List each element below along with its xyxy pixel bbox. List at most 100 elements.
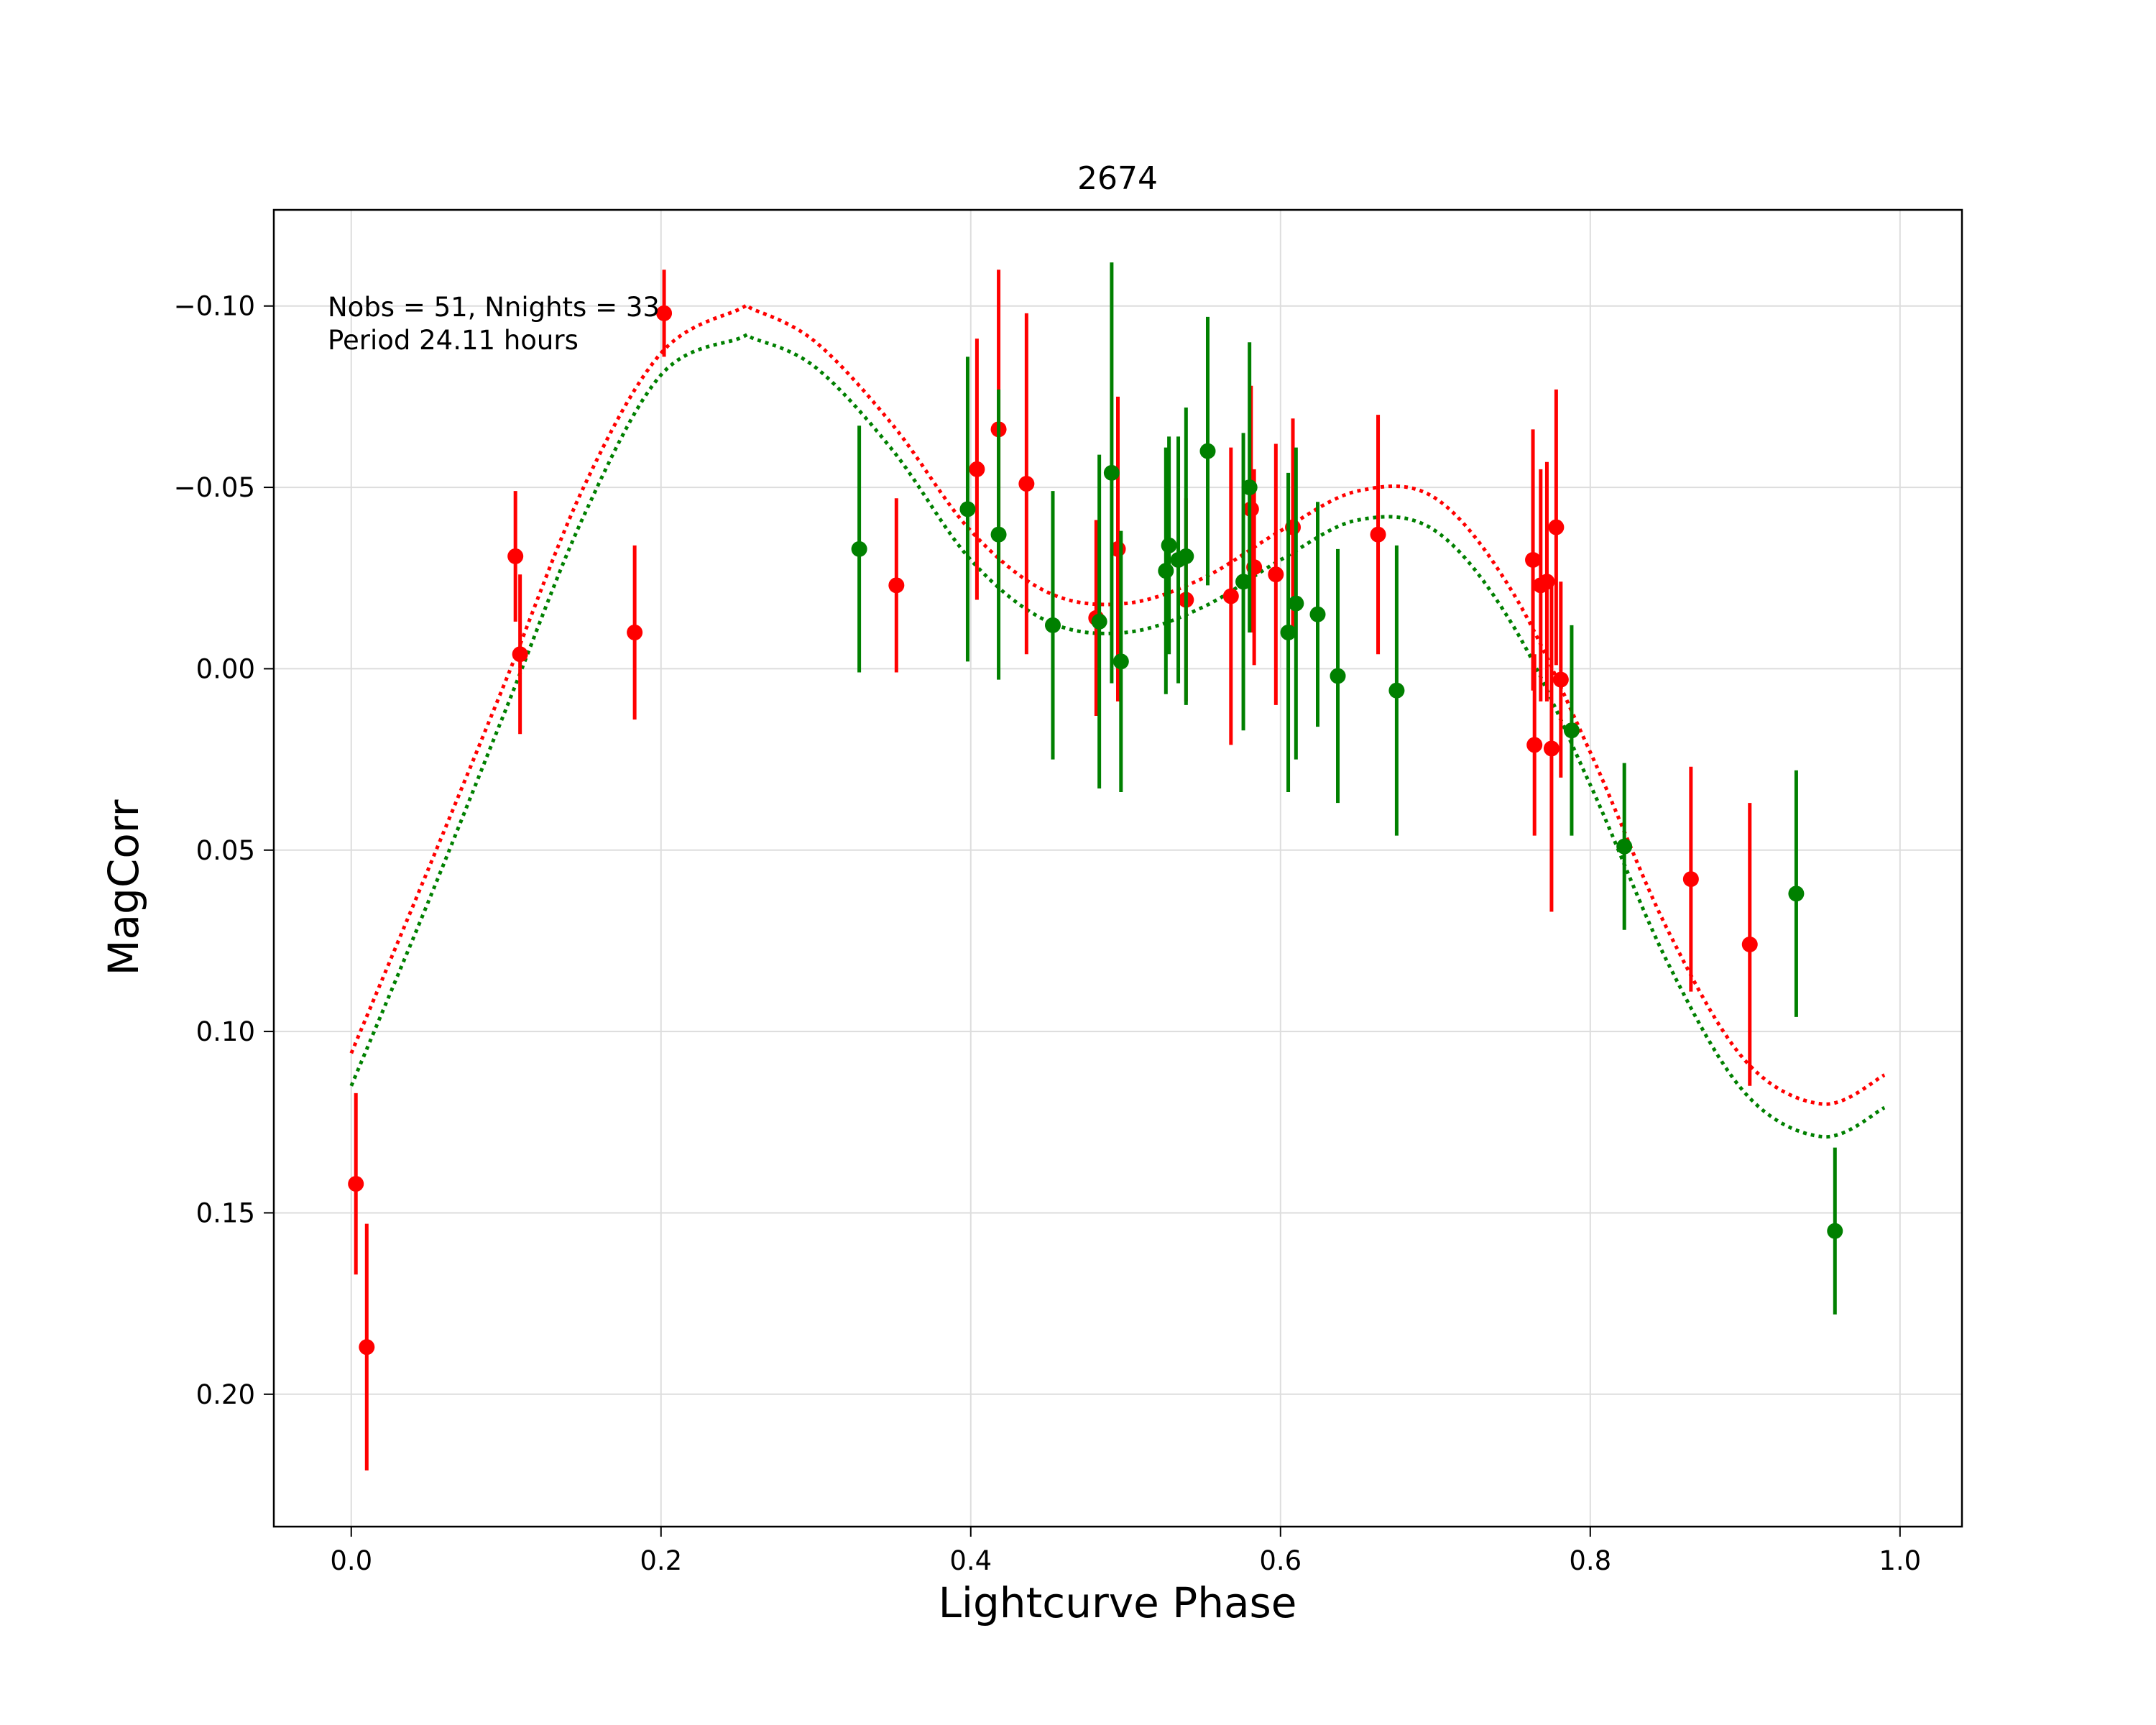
point-marker xyxy=(1235,574,1252,590)
point-marker xyxy=(1741,936,1758,952)
annotation-period: Period 24.11 hours xyxy=(328,325,579,356)
point-marker xyxy=(1548,519,1565,535)
x-tick-label: 1.0 xyxy=(1879,1545,1921,1576)
point-marker xyxy=(1682,871,1699,888)
data-point xyxy=(1280,472,1296,793)
data-point xyxy=(1616,763,1633,930)
point-marker xyxy=(851,540,867,557)
x-axis-title: Lightcurve Phase xyxy=(939,1578,1297,1627)
point-marker xyxy=(1112,653,1129,670)
data-point xyxy=(1330,548,1346,804)
data-point xyxy=(1563,625,1580,836)
point-marker xyxy=(1241,479,1258,496)
y-tick-label: 0.20 xyxy=(196,1379,255,1410)
point-marker xyxy=(1091,613,1107,630)
point-marker xyxy=(1563,722,1580,739)
point-marker xyxy=(1268,566,1284,583)
axis-ticks: 0.0 0.2 0.4 0.6 0.8 1.0 −0.10 −0.05 0.00 0.05 0.10… xyxy=(174,291,1922,1576)
x-tick-label: 0.2 xyxy=(640,1545,682,1576)
point-marker xyxy=(1158,563,1174,579)
point-marker xyxy=(1161,537,1177,553)
plot-frame xyxy=(272,208,1963,1528)
point-marker xyxy=(1044,617,1061,633)
data-point xyxy=(1388,545,1405,836)
data-point xyxy=(656,270,673,357)
data-point xyxy=(1370,415,1386,655)
point-marker xyxy=(512,646,528,663)
data-point xyxy=(359,1223,375,1471)
data-point xyxy=(959,356,976,662)
point-marker xyxy=(1103,464,1120,481)
y-tick-label: −0.10 xyxy=(174,291,255,322)
point-marker xyxy=(1178,548,1194,564)
point-marker xyxy=(1543,740,1560,757)
y-axis-title: MagCorr xyxy=(99,799,148,975)
point-marker xyxy=(990,526,1007,543)
data-point xyxy=(888,498,905,673)
data-point xyxy=(1309,502,1326,727)
data-point xyxy=(1288,447,1304,760)
point-marker xyxy=(1330,668,1346,684)
point-marker xyxy=(1525,552,1542,569)
data-point xyxy=(969,339,985,600)
chart-title: 2674 xyxy=(1077,160,1158,197)
point-marker xyxy=(1280,624,1296,640)
point-marker xyxy=(1222,588,1239,604)
point-marker xyxy=(1552,671,1569,688)
point-marker xyxy=(348,1176,364,1192)
data-points xyxy=(348,262,1843,1471)
data-point xyxy=(348,1092,364,1275)
data-point xyxy=(1103,262,1120,684)
point-marker xyxy=(1827,1223,1843,1239)
data-point xyxy=(1044,491,1061,760)
data-point xyxy=(507,491,524,622)
data-point xyxy=(990,389,1007,680)
data-point xyxy=(1788,770,1805,1017)
x-tick-label: 0.4 xyxy=(949,1545,992,1576)
point-marker xyxy=(888,577,905,594)
data-point xyxy=(1548,389,1565,666)
x-tick-label: 0.0 xyxy=(330,1545,372,1576)
point-marker xyxy=(1309,606,1326,622)
data-point xyxy=(1178,408,1194,705)
point-marker xyxy=(1388,682,1405,699)
point-marker xyxy=(507,548,524,564)
point-marker xyxy=(1370,526,1386,543)
data-point xyxy=(1018,313,1035,655)
data-point xyxy=(1161,436,1177,655)
point-marker xyxy=(359,1339,375,1356)
point-marker xyxy=(1288,595,1304,612)
data-point xyxy=(1199,316,1216,586)
data-point xyxy=(851,426,867,673)
data-point xyxy=(1222,447,1239,745)
y-tick-label: 0.15 xyxy=(196,1197,255,1228)
point-marker xyxy=(627,624,643,640)
data-point xyxy=(1827,1147,1843,1315)
data-point xyxy=(1526,654,1543,836)
annotation-obs-count: Nobs = 51, Nnights = 33 xyxy=(328,292,660,323)
y-tick-label: 0.05 xyxy=(196,835,255,866)
data-point xyxy=(627,545,643,720)
x-tick-label: 0.6 xyxy=(1259,1545,1302,1576)
data-point xyxy=(1268,443,1284,705)
data-point xyxy=(1525,429,1542,691)
point-marker xyxy=(959,501,976,518)
point-marker xyxy=(656,305,673,321)
data-point xyxy=(1543,585,1560,912)
y-tick-label: 0.10 xyxy=(196,1016,255,1047)
data-point xyxy=(1091,454,1107,788)
data-point xyxy=(1112,530,1129,793)
data-point xyxy=(1682,766,1699,992)
data-point xyxy=(1552,581,1569,778)
point-marker xyxy=(1616,838,1633,855)
point-marker xyxy=(1018,476,1035,492)
point-marker xyxy=(1199,443,1216,459)
data-point xyxy=(1741,803,1758,1086)
y-tick-label: −0.05 xyxy=(174,472,255,503)
grid-lines xyxy=(274,210,1962,1527)
data-point xyxy=(1241,342,1258,632)
point-marker xyxy=(1526,737,1543,753)
data-point xyxy=(512,574,528,735)
point-marker xyxy=(969,461,985,477)
